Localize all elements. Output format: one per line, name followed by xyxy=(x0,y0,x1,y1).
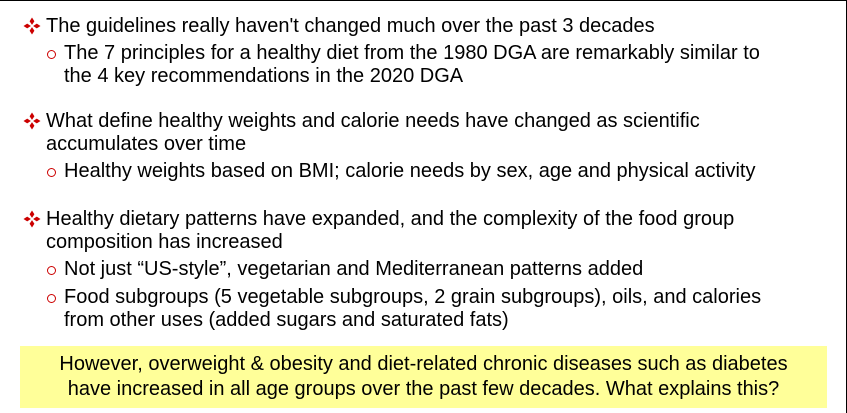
hollow-circle-icon xyxy=(47,294,56,303)
bullet-text-line: accumulates over time xyxy=(46,133,247,155)
callout-text-line: However, overweight & obesity and diet-r… xyxy=(59,353,788,375)
four-petal-diamond-icon xyxy=(23,112,41,130)
sub-bullet-text-line: The 7 principles for a healthy diet from… xyxy=(64,42,760,64)
bullet-text-line: Healthy dietary patterns have expanded, … xyxy=(46,208,735,230)
sub-bullet-text-line: Healthy weights based on BMI; calorie ne… xyxy=(64,160,756,182)
sub-bullet-text-line: Not just “US-style”, vegetarian and Medi… xyxy=(64,258,644,280)
sub-bullet-text: Food subgroups (5 vegetable subgroups, 2… xyxy=(64,286,834,332)
callout-text-line: have increased in all age groups over th… xyxy=(67,378,780,400)
hollow-circle-icon xyxy=(47,266,56,275)
bullet-text: Healthy dietary patterns have expanded, … xyxy=(46,208,826,254)
four-petal-diamond-icon xyxy=(23,210,41,228)
sub-bullet-text-line: from other uses (added sugars and satura… xyxy=(64,309,509,331)
bullet-text-line: The guidelines really haven't changed mu… xyxy=(46,15,655,37)
sub-bullet-text-line: the 4 key recommendations in the 2020 DG… xyxy=(64,65,464,87)
sub-bullet-text: Not just “US-style”, vegetarian and Medi… xyxy=(64,258,834,281)
four-petal-diamond-icon xyxy=(23,17,41,35)
highlight-callout-box: However, overweight & obesity and diet-r… xyxy=(20,346,827,408)
bullet-text-line: composition has increased xyxy=(46,231,283,253)
top-border-line xyxy=(0,0,847,1)
bullet-text: What define healthy weights and calorie … xyxy=(46,110,826,156)
sub-bullet-text-line: Food subgroups (5 vegetable subgroups, 2… xyxy=(64,286,762,308)
bullet-text: The guidelines really haven't changed mu… xyxy=(46,15,826,38)
hollow-circle-icon xyxy=(47,168,56,177)
bullet-text-line: What define healthy weights and calorie … xyxy=(46,110,700,132)
sub-bullet-text: The 7 principles for a healthy diet from… xyxy=(64,42,834,88)
hollow-circle-icon xyxy=(47,50,56,59)
sub-bullet-text: Healthy weights based on BMI; calorie ne… xyxy=(64,160,834,183)
